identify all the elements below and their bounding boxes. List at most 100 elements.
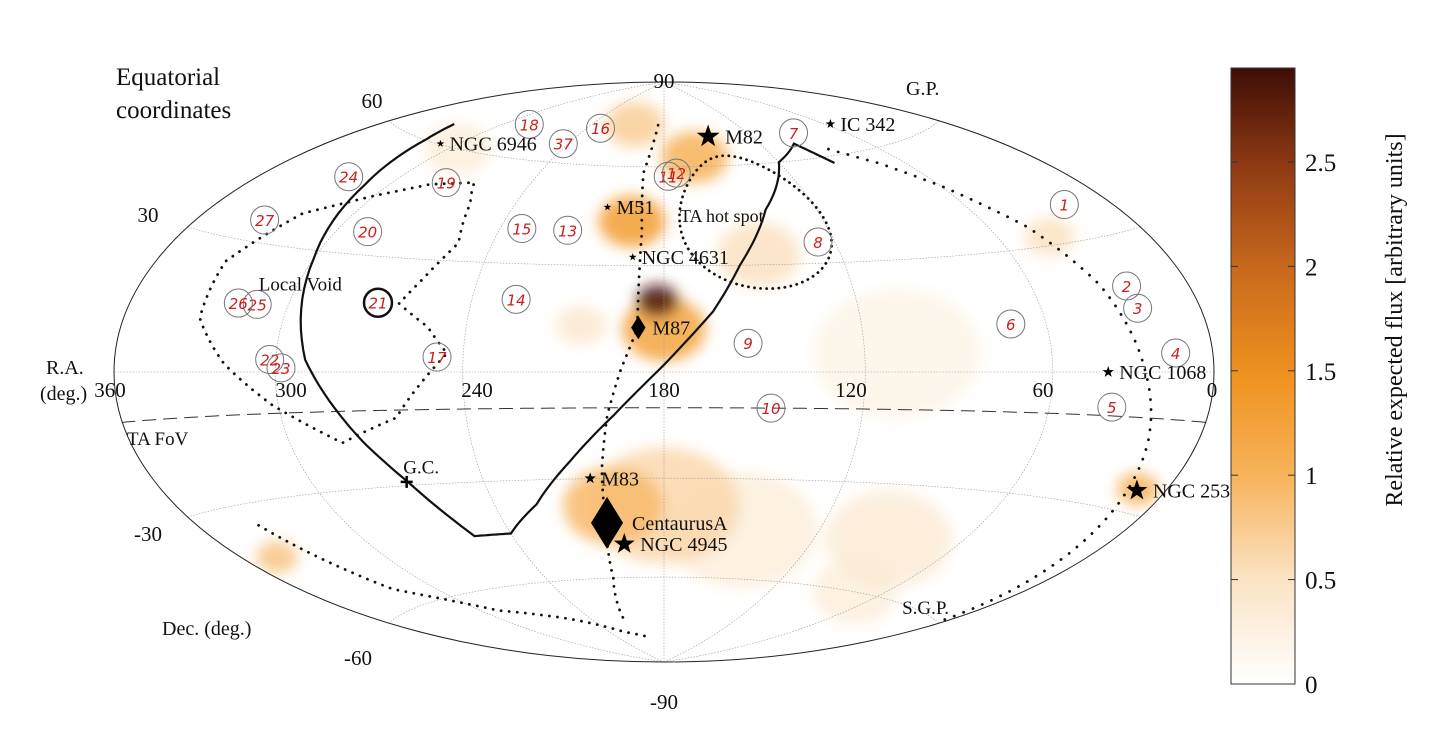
circled-mark-6-label: 6 <box>1006 316 1016 334</box>
flux-blob-11 <box>562 467 664 545</box>
m83-label: M83 <box>601 468 639 490</box>
dotted-path-local-void-loop <box>198 181 477 445</box>
circled-mark-17-label: 17 <box>427 349 447 367</box>
dec-tick-minus-60: -60 <box>344 646 372 670</box>
ra-tick-0: 0 <box>1207 378 1218 402</box>
ra-tick-360: 360 <box>94 378 126 402</box>
dec-tick-30: 30 <box>138 203 159 227</box>
circled-mark-8-label: 8 <box>813 234 823 252</box>
circled-mark-19-label: 19 <box>437 175 456 193</box>
dec-tick-minus-90: -90 <box>650 690 678 714</box>
flux-blob-12 <box>661 131 729 184</box>
circled-mark-18-label: 18 <box>520 116 539 134</box>
circled-mark-8-ring <box>803 227 833 257</box>
chart-title-line-2: coordinates <box>116 97 231 124</box>
circled-mark-27-label: 27 <box>255 212 275 230</box>
circled-mark-5-ring <box>1097 392 1127 422</box>
circled-mark-6-ring <box>996 309 1026 339</box>
flux-blob-5 <box>555 305 607 345</box>
circled-mark-16-label: 16 <box>591 120 610 138</box>
ngc-4631-marker <box>628 253 637 261</box>
circled-mark-7-label: 7 <box>789 125 799 143</box>
flux-blob-0 <box>813 288 981 418</box>
colorbar <box>1230 67 1296 685</box>
dotted-path-southern-arc <box>257 523 647 638</box>
galactic-plane-curve <box>299 123 835 538</box>
ra-tick-60: 60 <box>1033 378 1054 402</box>
circled-marks: 1234567891011121314151617181920212223242… <box>223 109 1191 423</box>
circled-mark-16-ring <box>586 113 616 143</box>
circled-mark-19-ring <box>431 168 461 198</box>
m51-label: M51 <box>617 197 655 219</box>
circled-mark-15-label: 15 <box>512 221 531 239</box>
dec-tick-90: 90 <box>654 69 675 93</box>
flux-blob-16 <box>636 284 679 317</box>
circled-mark-7-ring <box>779 118 809 148</box>
circled-mark-14-ring <box>501 284 531 314</box>
colorbar-label: Relative expected flux [arbitrary units] <box>1382 133 1408 506</box>
circled-mark-20-label: 20 <box>358 224 377 242</box>
ngc-253-marker <box>1126 479 1148 500</box>
flux-blob-15 <box>598 195 666 248</box>
ra-tick-300: 300 <box>275 378 307 402</box>
annotation-g-c: G.C. <box>403 457 439 478</box>
circled-mark-22-ring <box>255 345 285 375</box>
circled-mark-3-ring <box>1123 293 1153 323</box>
grid-meridian-240 <box>462 82 665 662</box>
source-markers: NGC 6946 IC 342 M82 M51 NGC 4631 M87 NGC 1068 M… <box>259 114 1230 619</box>
ta-hotspot-circle <box>678 154 834 291</box>
circled-mark-27-ring <box>250 205 280 235</box>
circled-mark-24-ring <box>334 162 364 192</box>
circled-mark-25-label: 25 <box>248 296 267 314</box>
ngc-6946-marker <box>436 139 445 147</box>
sky-ellipse-border <box>113 81 1215 663</box>
y-axis-label: Dec. (deg.) <box>162 618 251 640</box>
circled-mark-3-label: 3 <box>1133 300 1143 318</box>
circled-mark-12-label: 12 <box>667 165 686 183</box>
x-axis-label-line-1: R.A. <box>46 357 84 379</box>
circled-mark-23-label: 23 <box>271 360 290 378</box>
centaurusa-marker <box>591 496 624 549</box>
circled-mark-24-label: 24 <box>339 169 358 187</box>
circled-mark-9-ring <box>733 328 763 358</box>
dec-tick-minus-30: -30 <box>134 522 162 546</box>
annotation-s-g-p: S.G.P. <box>902 598 949 619</box>
hotspot-label: TA hot spot <box>680 206 764 226</box>
circled-mark-21-label: 21 <box>368 295 387 313</box>
flux-blob-9 <box>605 101 665 148</box>
ngc-1068-label: NGC 1068 <box>1119 362 1206 384</box>
circled-mark-23-ring <box>266 353 296 383</box>
centaurusa-label: CentaurusA <box>632 513 728 535</box>
ra-tick-240: 240 <box>461 378 493 402</box>
colorbar-tick-label-0.5: 0.5 <box>1305 568 1336 595</box>
circled-mark-21-ring <box>362 287 394 318</box>
colorbar-tick-label-1: 1 <box>1305 463 1318 490</box>
galactic-plane-label: G.P. <box>906 78 939 100</box>
circled-mark-15-ring <box>507 214 537 244</box>
dec-tick-60: 60 <box>362 89 383 113</box>
ta-fov-boundary <box>122 407 1206 423</box>
annotation-local-void: Local Void <box>259 275 343 296</box>
circled-mark-4-label: 4 <box>1171 345 1181 363</box>
circled-mark-25-ring <box>242 289 272 319</box>
ngc-1068-marker <box>1102 366 1114 377</box>
m87-label: M87 <box>652 318 690 340</box>
colorbar-tick-label-1.5: 1.5 <box>1305 359 1336 386</box>
x-axis-label-line-2: (deg.) <box>40 383 87 405</box>
circled-mark-11-label: 11 <box>659 168 678 186</box>
ngc-6946-label: NGC 6946 <box>449 134 536 156</box>
flux-blob-14 <box>622 296 706 362</box>
circled-mark-10-ring <box>756 393 786 423</box>
circled-mark-37-ring <box>548 129 578 159</box>
m82-label: M82 <box>725 127 763 149</box>
circled-mark-13-label: 13 <box>558 222 577 240</box>
circled-mark-5-label: 5 <box>1107 399 1117 417</box>
circled-mark-37-label: 37 <box>554 136 574 154</box>
circled-mark-1-label: 1 <box>1060 197 1070 215</box>
dotted-path-centaurus-arc <box>600 123 660 625</box>
plane-curves <box>122 123 1206 638</box>
ngc-4945-label: NGC 4945 <box>640 534 727 556</box>
ta-fov-label: TA FoV <box>127 429 189 450</box>
circled-mark-10-label: 10 <box>761 400 780 418</box>
chart-title-line-1: Equatorial <box>116 64 220 91</box>
